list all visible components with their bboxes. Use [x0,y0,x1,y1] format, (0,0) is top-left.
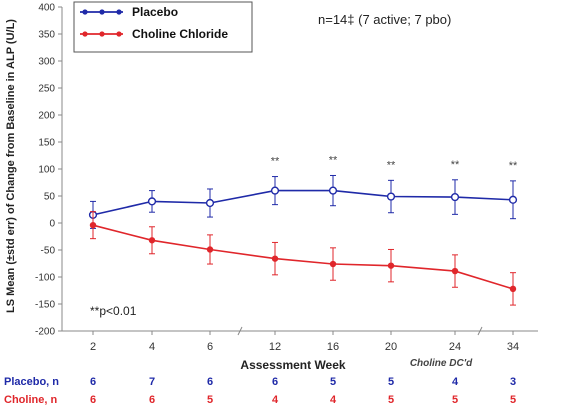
series-line-choline [92,224,514,290]
data-point-placebo [270,186,280,195]
data-point-choline [329,260,337,268]
series-line-placebo [92,189,514,216]
significance-marker: ** [451,159,460,171]
data-point-choline [148,237,156,244]
y-tick-label: 0 [49,219,55,230]
sample-size-annotation: n=14‡ (7 active; 7 pbo) [318,12,451,27]
legend-marker-placebo-3 [116,9,122,15]
n-table-cell-choline: 6 [149,394,155,406]
data-point-placebo [205,198,215,208]
y-tick-label: 400 [38,3,55,14]
legend-label-choline: Choline Chloride [132,27,228,41]
legend-marker-choline-3 [116,31,122,37]
n-table-cell-placebo: 4 [452,376,459,388]
data-point-placebo [508,195,518,204]
n-table-label-choline: Choline, n [4,394,57,406]
n-table-cell-placebo: 6 [272,376,278,388]
x-axis-ticks: 2 4 6 12 16 20 24 34 [90,331,519,353]
significance-markers: ** ** ** ** ** [271,154,518,171]
x-axis-title: Assessment Week [240,358,345,372]
n-table-cell-choline: 5 [510,394,516,406]
data-point-choline [271,255,279,262]
legend-marker-placebo-1 [82,9,88,15]
n-table-cell-placebo: 5 [388,376,394,388]
data-point-placebo [147,197,157,206]
x-tick-label: 6 [207,341,213,353]
y-axis-ticks: -200 -150 -100 -50 0 50 100 150 200 250 300 350 400 [35,3,62,338]
legend-marker-placebo-2 [99,9,105,15]
x-axis-break-24-34 [477,326,483,336]
x-axis-note: Choline DC'd [410,358,473,369]
significance-marker: ** [387,159,396,171]
series-placebo [88,174,518,229]
y-tick-label: 350 [38,30,55,41]
x-tick-label: 16 [327,341,339,353]
data-point-placebo [328,186,338,195]
significance-footnote: **p<0.01 [90,304,137,318]
y-tick-label: 50 [44,192,56,203]
n-table-cell-placebo: 7 [149,376,155,388]
n-table: Placebo, n 6 7 6 6 5 5 4 3 Choline, n 6 6 5 4 4 5 5 5 [4,376,516,406]
series-choline [89,211,517,306]
data-point-choline [206,246,214,253]
n-table-cell-choline: 4 [330,394,337,406]
n-table-cell-choline: 4 [272,394,279,406]
x-axis-break-6-12 [237,326,243,336]
n-table-cell-placebo: 6 [90,376,96,388]
n-table-cell-placebo: 6 [207,376,213,388]
y-tick-label: -150 [35,300,55,311]
y-tick-label: 100 [38,165,55,176]
x-tick-label: 34 [507,341,519,353]
x-tick-label: 4 [149,341,155,353]
data-point-choline [89,221,97,229]
n-table-cell-choline: 5 [388,394,394,406]
y-tick-label: 250 [38,84,55,95]
legend-label-placebo: Placebo [132,5,178,19]
n-table-cell-placebo: 3 [510,376,516,388]
data-point-choline [451,267,459,275]
series-layer [88,174,518,306]
y-axis-title: LS Mean (±std err) of Change from Baseli… [5,19,17,313]
x-tick-label: 2 [90,341,96,353]
significance-marker: ** [329,154,338,166]
y-tick-label: -200 [35,327,55,338]
legend-marker-choline-1 [82,31,88,37]
n-table-cell-placebo: 5 [330,376,336,388]
data-point-placebo [386,192,396,201]
axes [61,7,538,336]
y-tick-label: -100 [35,273,55,284]
legend-marker-choline-2 [99,31,105,37]
significance-marker: ** [509,160,518,172]
data-point-choline [387,262,395,269]
x-tick-label: 24 [449,341,461,353]
y-tick-label: -50 [41,246,56,257]
n-table-label-placebo: Placebo, n [4,376,59,388]
x-tick-label: 20 [385,341,397,353]
n-table-cell-choline: 5 [207,394,213,406]
y-tick-label: 200 [38,111,55,122]
n-table-cell-choline: 5 [452,394,458,406]
y-tick-label: 300 [38,57,55,68]
data-point-choline [509,285,517,293]
x-tick-label: 12 [269,341,281,353]
data-point-placebo [450,192,460,202]
n-table-cell-choline: 6 [90,394,96,406]
y-tick-label: 150 [38,138,55,149]
significance-marker: ** [271,156,280,168]
legend: Placebo Choline Chloride [73,1,253,53]
